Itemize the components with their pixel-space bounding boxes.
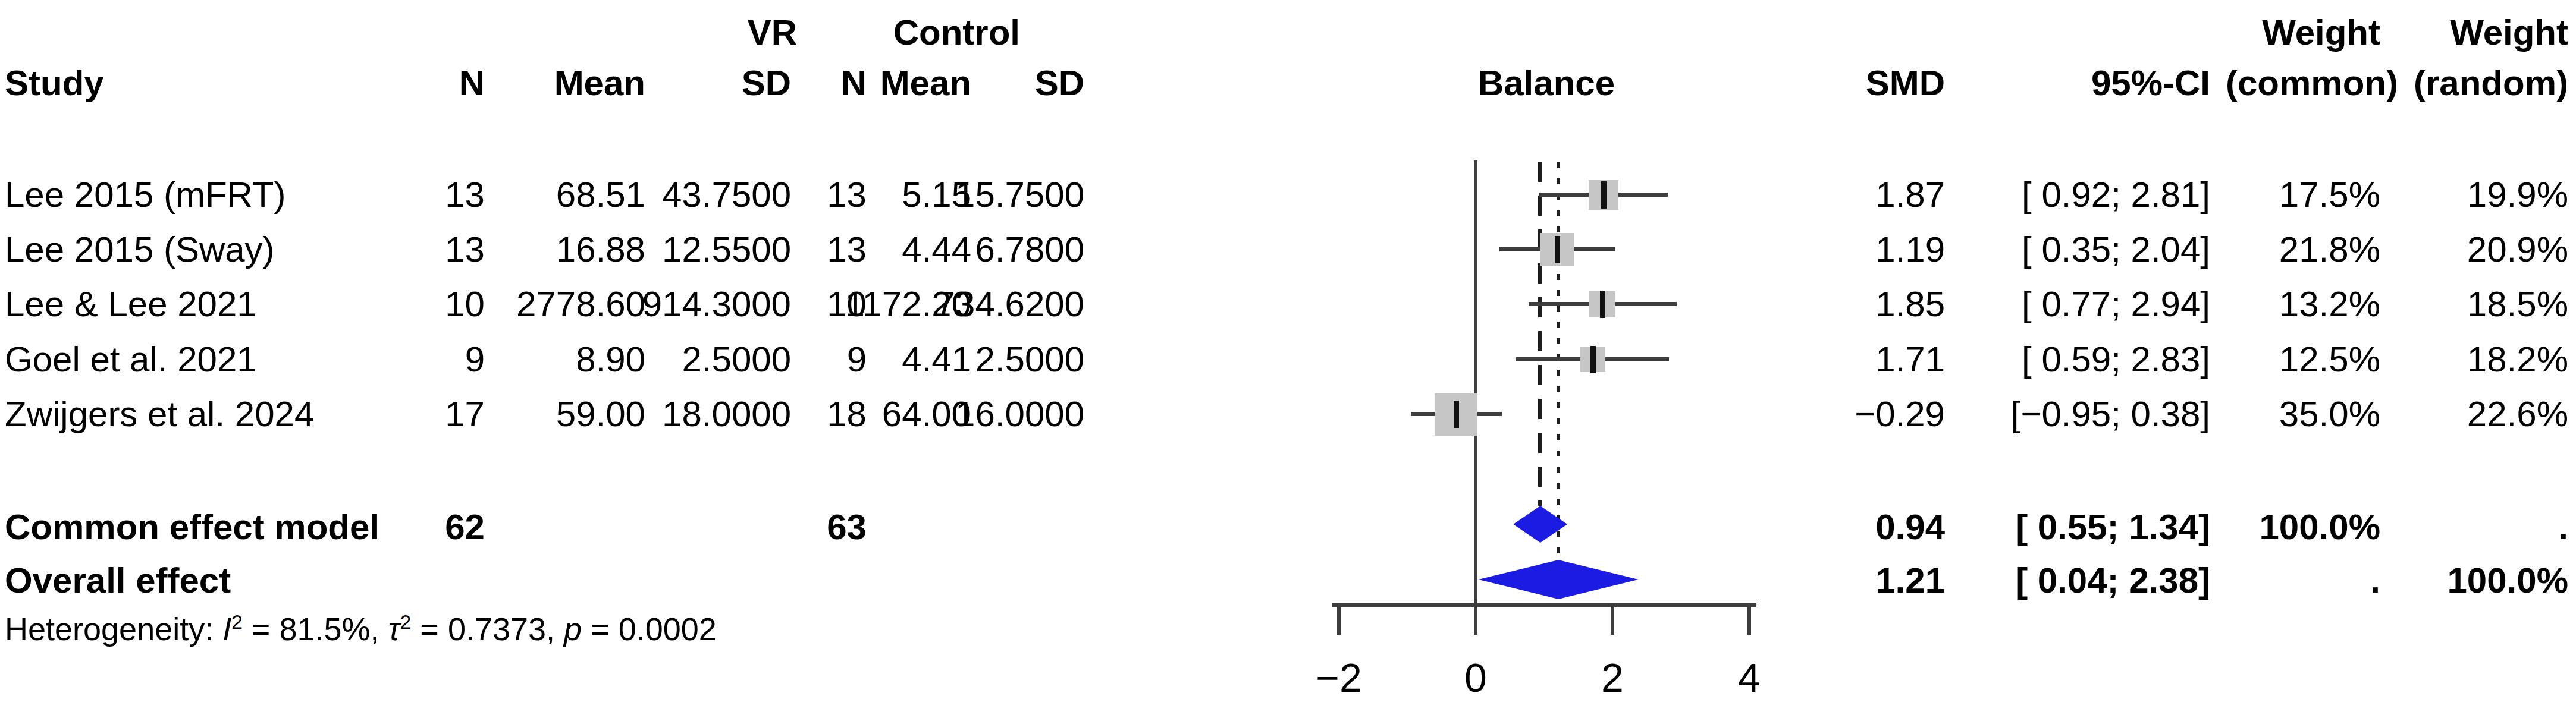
header-smd: SMD xyxy=(1808,61,1945,105)
weight-common: 17.5% xyxy=(2226,173,2380,217)
point-estimate-tick xyxy=(1600,291,1605,318)
summary-weight-random: . xyxy=(2414,505,2568,549)
ci-value: [−0.95; 0.38] xyxy=(1951,392,2210,436)
point-estimate-tick xyxy=(1555,236,1560,263)
het-p-symbol: p xyxy=(564,611,582,647)
weight-random: 22.6% xyxy=(2414,392,2568,436)
axis-tick xyxy=(1474,605,1477,635)
header-group-vr: VR xyxy=(678,11,797,55)
het-tau-value: = 0.7373, xyxy=(411,611,564,647)
header-weight-common-1: Weight xyxy=(2226,11,2380,55)
sd-vr: 12.5500 xyxy=(595,228,791,272)
het-i-sup: 2 xyxy=(231,611,243,633)
sd-control: 15.7500 xyxy=(876,173,1084,217)
het-tau-sup: 2 xyxy=(400,611,412,633)
smd-value: 1.71 xyxy=(1808,338,1945,382)
common-effect-line xyxy=(1538,162,1542,506)
weight-random: 18.5% xyxy=(2414,282,2568,326)
summary-label: Overall effect xyxy=(5,559,570,603)
summary-ci: [ 0.55; 1.34] xyxy=(1951,505,2210,549)
axis-tick-label: 2 xyxy=(1571,654,1654,701)
point-estimate-tick xyxy=(1454,401,1459,428)
sd-vr: 43.7500 xyxy=(595,173,791,217)
axis-tick xyxy=(1337,605,1341,635)
sd-control: 16.0000 xyxy=(876,392,1084,436)
het-i-value: = 81.5%, xyxy=(243,611,388,647)
sd-control: 6.7800 xyxy=(876,228,1084,272)
ci-value: [ 0.35; 2.04] xyxy=(1951,228,2210,272)
header-sd-vr: SD xyxy=(595,61,791,105)
heterogeneity-note: Heterogeneity: I2 = 81.5%, τ2 = 0.7373, … xyxy=(5,609,717,649)
forest-plot-figure: VR Control Weight Weight Study N Mean SD… xyxy=(0,0,2576,718)
ci-value: [ 0.77; 2.94] xyxy=(1951,282,2210,326)
weight-random: 19.9% xyxy=(2414,173,2568,217)
summary-weight-common: . xyxy=(2226,559,2380,603)
summary-smd: 1.21 xyxy=(1808,559,1945,603)
weight-random: 20.9% xyxy=(2414,228,2568,272)
weight-common: 21.8% xyxy=(2226,228,2380,272)
smd-value: 1.87 xyxy=(1808,173,1945,217)
summary-weight-random: 100.0% xyxy=(2414,559,2568,603)
axis-tick xyxy=(1611,605,1614,635)
sd-vr: 18.0000 xyxy=(595,392,791,436)
summary-n-control: 63 xyxy=(795,505,867,549)
smd-value: −0.29 xyxy=(1808,392,1945,436)
summary-label: Common effect model xyxy=(5,505,570,549)
header-ci: 95%-CI xyxy=(1951,61,2210,105)
het-prefix: Heterogeneity: xyxy=(5,611,222,647)
het-p-value: = 0.0002 xyxy=(582,611,717,647)
weight-common: 13.2% xyxy=(2226,282,2380,326)
sd-vr: 2.5000 xyxy=(595,338,791,382)
point-estimate-tick xyxy=(1601,181,1607,209)
zero-line xyxy=(1474,160,1477,605)
weight-common: 35.0% xyxy=(2226,392,2380,436)
point-estimate-tick xyxy=(1590,346,1596,373)
het-tau-symbol: τ xyxy=(388,611,400,647)
ci-value: [ 0.92; 2.81] xyxy=(1951,173,2210,217)
header-sd-control: SD xyxy=(876,61,1084,105)
header-balance: Balance xyxy=(1398,61,1695,105)
summary-smd: 0.94 xyxy=(1808,505,1945,549)
summary-diamond xyxy=(1479,560,1639,599)
axis-tick-label: 4 xyxy=(1708,654,1791,701)
sd-control: 734.6200 xyxy=(876,282,1084,326)
smd-value: 1.85 xyxy=(1808,282,1945,326)
summary-n-vr: 62 xyxy=(336,505,485,549)
summary-weight-common: 100.0% xyxy=(2226,505,2380,549)
header-group-control: Control xyxy=(842,11,1020,55)
het-i-symbol: I xyxy=(222,611,231,647)
sd-vr: 914.3000 xyxy=(595,282,791,326)
axis-tick xyxy=(1747,605,1751,635)
axis-tick-label: −2 xyxy=(1297,654,1380,701)
axis-tick-label: 0 xyxy=(1434,654,1517,701)
sd-control: 2.5000 xyxy=(876,338,1084,382)
weight-common: 12.5% xyxy=(2226,338,2380,382)
smd-value: 1.19 xyxy=(1808,228,1945,272)
header-weight-random-1: Weight xyxy=(2414,11,2568,55)
x-axis-line xyxy=(1332,603,1756,607)
header-weight-random-2: (random) xyxy=(2414,61,2568,105)
weight-random: 18.2% xyxy=(2414,338,2568,382)
ci-value: [ 0.59; 2.83] xyxy=(1951,338,2210,382)
summary-ci: [ 0.04; 2.38] xyxy=(1951,559,2210,603)
header-weight-common-2: (common) xyxy=(2226,61,2380,105)
